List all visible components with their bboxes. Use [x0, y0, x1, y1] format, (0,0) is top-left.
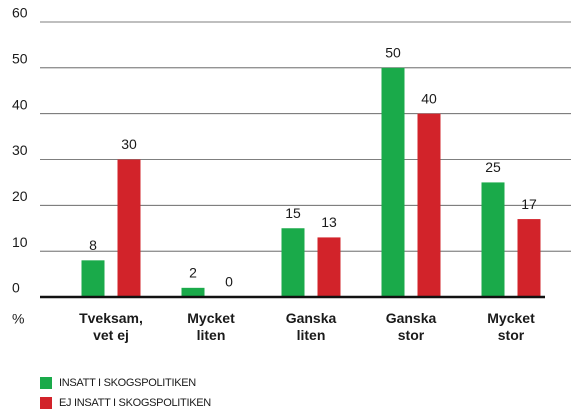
- value-label: 40: [421, 90, 437, 106]
- value-label: 17: [521, 196, 537, 212]
- y-tick-label: 0: [12, 280, 20, 296]
- y-tick-label: 20: [12, 188, 28, 204]
- bar: [317, 237, 341, 297]
- bar: [417, 113, 441, 298]
- bar: [481, 182, 505, 297]
- x-tick-label: Ganska liten: [286, 310, 337, 343]
- bar: [381, 67, 405, 297]
- bar: [281, 228, 305, 297]
- bar: [517, 219, 541, 297]
- value-label: 8: [89, 237, 97, 253]
- x-tick-label: Tveksam, vet ej: [79, 310, 143, 343]
- value-label: 30: [121, 136, 137, 152]
- legend-swatch: [40, 377, 52, 389]
- value-label: 2: [189, 265, 197, 281]
- value-label: 15: [285, 205, 301, 221]
- bar: [117, 159, 141, 297]
- bar: [181, 287, 205, 297]
- y-unit-label: %: [12, 311, 24, 327]
- y-tick-label: 60: [12, 5, 28, 21]
- legend-label: EJ INSATT I SKOGSPOLITIKEN: [59, 397, 211, 409]
- value-label: 0: [225, 274, 233, 290]
- value-label: 25: [485, 159, 501, 175]
- x-tick-label: Mycket liten: [187, 310, 235, 343]
- legend-label: INSATT I SKOGSPOLITIKEN: [59, 377, 196, 389]
- x-tick-label: Mycket stor: [487, 310, 535, 343]
- x-tick-label: Ganska stor: [386, 310, 437, 343]
- y-tick-label: 10: [12, 234, 28, 250]
- value-label: 13: [321, 214, 337, 230]
- y-tick-label: 40: [12, 96, 28, 112]
- value-label: 50: [385, 45, 401, 61]
- bar: [81, 260, 105, 297]
- legend-swatch: [40, 397, 52, 409]
- y-tick-label: 30: [12, 142, 28, 158]
- y-tick-label: 50: [12, 51, 28, 67]
